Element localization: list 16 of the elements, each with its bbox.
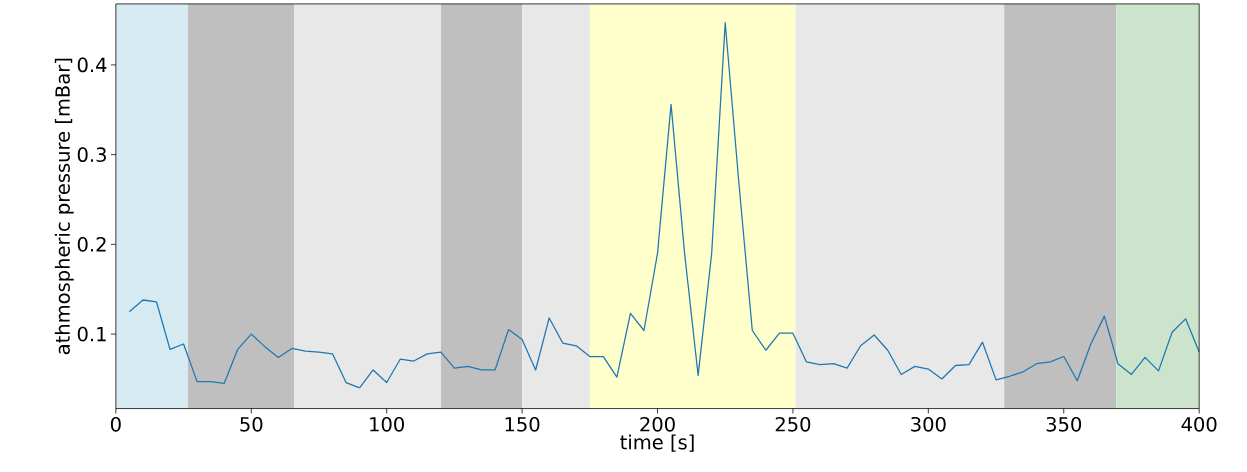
x-tick-label: 300 bbox=[911, 416, 946, 432]
y-tick-label: 0.1 bbox=[77, 326, 106, 342]
x-tick-label: 100 bbox=[370, 416, 404, 432]
x-tick-label: 0 bbox=[110, 416, 121, 432]
y-tick-label: 0.3 bbox=[77, 147, 106, 163]
x-tick-label: 250 bbox=[775, 416, 811, 432]
y-tick-label: 0.4 bbox=[77, 57, 107, 73]
x-tick-label: 200 bbox=[640, 416, 675, 432]
y-axis-title: athmospheric pressure [mBar] bbox=[54, 58, 74, 355]
x-tick-label: 150 bbox=[505, 416, 540, 432]
y-tick-label: 0.2 bbox=[77, 237, 106, 252]
x-tick-label: 400 bbox=[1181, 416, 1217, 432]
x-tick-label: 50 bbox=[240, 416, 263, 432]
x-axis-title: time [s] bbox=[620, 434, 694, 452]
line-series bbox=[128, 22, 1200, 389]
x-tick-label: 350 bbox=[1046, 416, 1082, 432]
